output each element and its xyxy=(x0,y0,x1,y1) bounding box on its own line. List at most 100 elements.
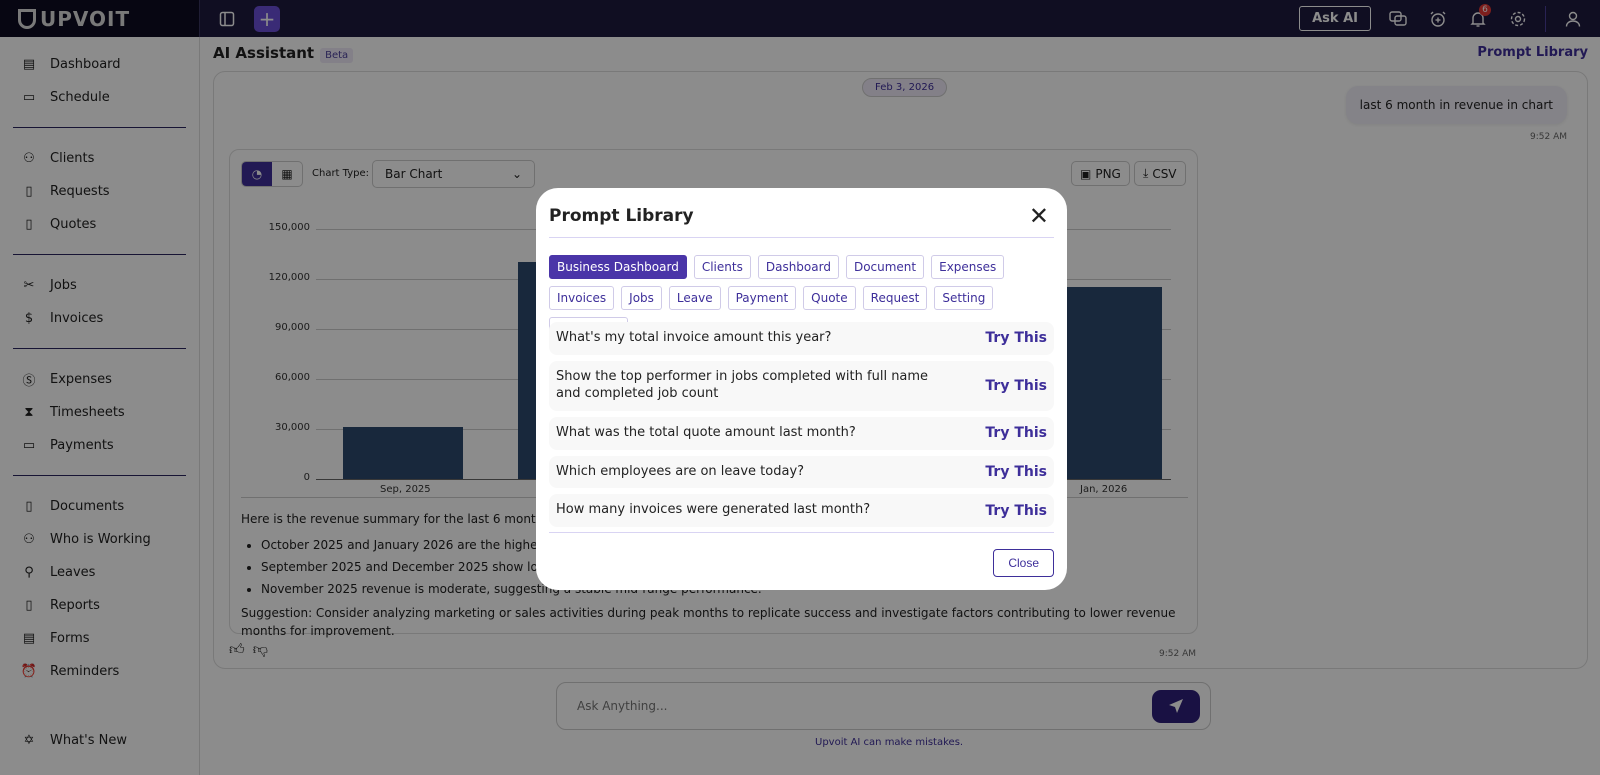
profile-button[interactable] xyxy=(1560,6,1586,32)
form-icon: ▤ xyxy=(22,631,36,646)
grid-icon: ▦ xyxy=(281,167,293,181)
category-payment[interactable]: Payment xyxy=(727,286,797,310)
category-expenses[interactable]: Expenses xyxy=(931,255,1005,279)
beta-badge: Beta xyxy=(320,48,354,63)
user-icon xyxy=(1565,11,1581,27)
sidebar-item-who-is-working[interactable]: ⚇ Who is Working xyxy=(0,523,199,556)
chart-type-select[interactable]: Bar Chart ⌄ xyxy=(372,160,535,188)
divider xyxy=(13,348,186,349)
notifications-button[interactable]: 6 xyxy=(1465,3,1491,32)
category-document[interactable]: Document xyxy=(845,255,925,279)
try-this-button[interactable]: Try This xyxy=(985,425,1047,442)
export-csv-button[interactable]: ⤓ CSV xyxy=(1134,161,1186,186)
sidebar-item-whats-new[interactable]: ✡ What's New xyxy=(0,724,127,757)
category-business-dashboard[interactable]: Business Dashboard xyxy=(549,255,687,279)
report-icon: ▯ xyxy=(25,598,33,613)
thumbs-up-icon[interactable]: 👍︎ xyxy=(229,640,245,658)
category-jobs[interactable]: Jobs xyxy=(621,286,662,310)
prompt-item: How many invoices were generated last mo… xyxy=(549,494,1054,528)
response-summary: Here is the revenue summary for the last… xyxy=(241,510,1191,640)
send-icon xyxy=(1169,699,1183,713)
sidebar-item-expenses[interactable]: Ⓢ Expenses xyxy=(0,363,199,396)
feedback-buttons: 👍︎ 👎︎ xyxy=(229,640,268,659)
category-quote[interactable]: Quote xyxy=(803,286,856,310)
quote-icon: ▯ xyxy=(25,217,33,232)
prompt-item: Show the top performer in jobs completed… xyxy=(549,360,1054,411)
settings-button[interactable] xyxy=(1505,6,1531,32)
tools-icon: ✂ xyxy=(23,278,35,293)
user-message: last 6 month in revenue in chart xyxy=(1345,86,1567,124)
sidebar-item-reports[interactable]: ▯ Reports xyxy=(0,589,199,622)
sidebar-item-quotes[interactable]: ▯ Quotes xyxy=(0,208,199,241)
try-this-button[interactable]: Try This xyxy=(985,464,1047,480)
try-this-button[interactable]: Try This xyxy=(985,502,1047,519)
sidebar-item-schedule[interactable]: ▭ Schedule xyxy=(0,81,199,114)
sidebar-item-invoices[interactable]: $ Invoices xyxy=(0,302,199,335)
try-this-button[interactable]: Try This xyxy=(985,330,1047,347)
close-icon[interactable]: ✕ xyxy=(1028,202,1049,230)
modal-title: Prompt Library xyxy=(549,206,694,226)
page-title: AI Assistant Beta xyxy=(213,44,354,63)
category-dashboard[interactable]: Dashboard xyxy=(757,255,839,279)
try-this-button[interactable]: Try This xyxy=(985,377,1047,394)
plus-icon: + xyxy=(258,6,276,31)
category-clients[interactable]: Clients xyxy=(693,255,751,279)
card-icon: ▭ xyxy=(22,438,36,453)
hourglass-icon: ⧗ xyxy=(24,405,34,420)
chevron-down-icon: ⌄ xyxy=(511,167,522,181)
gear-icon xyxy=(1510,11,1526,26)
prompt-library-link[interactable]: Prompt Library xyxy=(1477,45,1588,60)
chart-view-button[interactable]: ◔ xyxy=(242,162,272,186)
team-icon: ⚇ xyxy=(23,532,35,547)
chat-input[interactable] xyxy=(577,699,1152,713)
top-bar: UPVOIT + Ask AI 6 xyxy=(0,0,1600,37)
divider xyxy=(1545,5,1546,32)
sidebar-item-documents[interactable]: ▯ Documents xyxy=(0,490,199,523)
table-view-button[interactable]: ▦ xyxy=(272,162,302,186)
close-button[interactable]: Close xyxy=(993,549,1054,577)
sidebar-toggle-button[interactable] xyxy=(214,6,240,32)
sidebar-item-dashboard[interactable]: ▤ Dashboard xyxy=(0,48,199,81)
sidebar-item-timesheets[interactable]: ⧗ Timesheets xyxy=(0,396,199,429)
divider xyxy=(13,127,186,128)
bar-sep-2025[interactable] xyxy=(343,427,463,479)
alarm-icon: ⏰ xyxy=(20,664,38,679)
category-leave[interactable]: Leave xyxy=(668,286,721,310)
send-button[interactable] xyxy=(1152,689,1200,723)
download-icon: ⤓ xyxy=(1143,166,1149,180)
notification-badge: 6 xyxy=(1479,3,1491,16)
sidebar-item-jobs[interactable]: ✂ Jobs xyxy=(0,269,199,302)
summary-bullet: September 2025 and December 2025 show lo… xyxy=(261,558,1191,576)
category-invoices[interactable]: Invoices xyxy=(549,286,615,310)
export-png-button[interactable]: ▣ PNG xyxy=(1071,161,1130,186)
document-icon: ▯ xyxy=(25,499,33,514)
ask-ai-button[interactable]: Ask AI xyxy=(1299,6,1371,31)
chat-button[interactable] xyxy=(1385,6,1411,32)
divider xyxy=(13,475,186,476)
divider xyxy=(549,532,1054,533)
view-toggle: ◔ ▦ xyxy=(241,161,303,187)
brand-logo[interactable]: UPVOIT xyxy=(0,0,200,37)
reminder-button[interactable] xyxy=(1425,6,1451,32)
prompt-item: Which employees are on leave today? Try T… xyxy=(549,455,1054,489)
new-chat-button[interactable]: + xyxy=(254,5,280,32)
bot-message-time: 9:52 AM xyxy=(1159,649,1196,659)
prompt-library-modal: Prompt Library ✕ Business Dashboard Clie… xyxy=(536,188,1067,590)
sidebar-item-leaves[interactable]: ⚲ Leaves xyxy=(0,556,199,589)
sidebar-item-payments[interactable]: ▭ Payments xyxy=(0,429,199,462)
category-request[interactable]: Request xyxy=(862,286,928,310)
thumbs-down-icon[interactable]: 👎︎ xyxy=(252,640,268,658)
prompt-item: What was the total quote amount last mon… xyxy=(549,416,1054,450)
sidebar-item-requests[interactable]: ▯ Requests xyxy=(0,175,199,208)
sidebar-item-forms[interactable]: ▤ Forms xyxy=(0,622,199,655)
date-divider: Feb 3, 2026 xyxy=(862,78,948,97)
alarm-icon xyxy=(1430,11,1446,27)
sidebar-item-reminders[interactable]: ⏰ Reminders xyxy=(20,664,120,679)
prompt-item: What's my total invoice amount this year… xyxy=(549,322,1054,355)
user-leave-icon: ⚲ xyxy=(24,565,34,580)
dollar-icon: Ⓢ xyxy=(22,374,36,389)
sidebar-item-clients[interactable]: ⚇ Clients xyxy=(0,142,199,175)
category-filters: Business Dashboard Clients Dashboard Doc… xyxy=(549,255,1054,341)
category-setting[interactable]: Setting xyxy=(934,286,994,310)
document-icon: ▯ xyxy=(25,184,33,199)
